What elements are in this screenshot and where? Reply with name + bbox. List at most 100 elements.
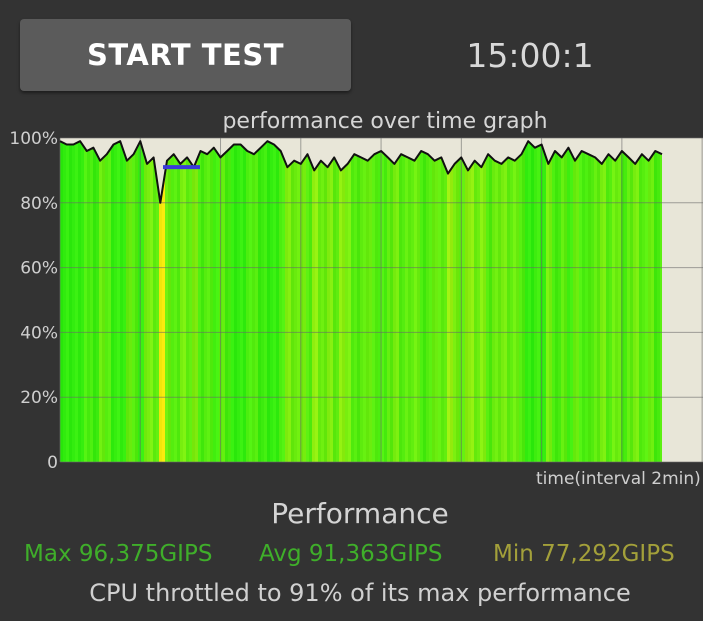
area-stripe <box>252 141 256 462</box>
area-stripe <box>459 141 463 462</box>
area-stripe <box>174 141 178 462</box>
area-stripe <box>411 141 415 462</box>
area-stripe <box>276 141 280 462</box>
area-stripe <box>168 141 172 462</box>
area-stripe <box>372 141 376 462</box>
area-stripe <box>624 141 628 462</box>
test-timer: 15:00:1 <box>466 36 594 75</box>
performance-chart: 100% 80% 60% 40% 20% 0 time(interval 2min) <box>9 129 703 489</box>
area-stripe <box>153 141 157 462</box>
area-stripe <box>69 141 73 462</box>
area-stripe <box>306 141 310 462</box>
area-stripe <box>537 141 541 462</box>
area-stripe <box>483 141 487 462</box>
area-stripe <box>531 141 535 462</box>
area-stripe <box>432 141 436 462</box>
area-stripe <box>357 141 361 462</box>
area-stripe <box>567 141 571 462</box>
area-stripe <box>651 141 655 462</box>
area-stripe <box>111 141 115 462</box>
area-stripe <box>90 141 94 462</box>
area-stripe <box>498 141 502 462</box>
area-stripe <box>633 141 637 462</box>
area-stripe <box>447 141 451 462</box>
area-stripe <box>390 141 394 462</box>
area-stripe <box>543 141 547 462</box>
area-stripe <box>222 141 226 462</box>
area-stripe <box>603 141 607 462</box>
area-stripe <box>396 141 400 462</box>
area-stripe <box>216 141 220 462</box>
area-stripe <box>180 141 184 462</box>
area-stripe <box>513 141 517 462</box>
area-stripe <box>279 141 283 462</box>
area-stripe <box>609 141 613 462</box>
area-stripe <box>501 141 505 462</box>
area-stripe <box>300 141 304 462</box>
area-stripe <box>237 141 241 462</box>
y-tick-label: 100% <box>9 129 58 149</box>
area-stripe <box>462 141 466 462</box>
area-stripe <box>486 141 490 462</box>
area-stripe <box>294 141 298 462</box>
area-stripe <box>657 141 661 462</box>
area-stripe <box>576 141 580 462</box>
area-stripe <box>597 141 601 462</box>
area-stripe <box>606 141 610 462</box>
area-stripe <box>360 141 364 462</box>
area-stripe <box>246 141 250 462</box>
area-stripe <box>480 141 484 462</box>
area-stripe <box>135 141 139 462</box>
area-stripe <box>450 141 454 462</box>
area-stripe <box>384 141 388 462</box>
area-stripe <box>354 141 358 462</box>
area-stripe <box>333 141 337 462</box>
grid-lines <box>59 137 703 463</box>
area-stripe <box>183 141 187 462</box>
area-stripe <box>147 141 151 462</box>
area-stripe <box>387 141 391 462</box>
area-stripe <box>378 141 382 462</box>
area-stripe <box>594 141 598 462</box>
area-stripe <box>636 141 640 462</box>
area-stripe <box>198 141 202 462</box>
y-tick-label: 60% <box>20 259 58 279</box>
area-stripe <box>507 141 511 462</box>
area-stripe <box>189 141 193 462</box>
x-axis-label: time(interval 2min) <box>536 469 701 489</box>
area-stripe <box>585 141 589 462</box>
area-stripe <box>123 141 127 462</box>
area-stripe <box>171 141 175 462</box>
area-stripe <box>273 141 277 462</box>
start-test-button[interactable]: START TEST <box>20 19 351 91</box>
area-stripe <box>234 141 238 462</box>
min-performance: Min 77,292GIPS <box>493 541 675 567</box>
area-stripe <box>207 141 211 462</box>
area-stripe <box>96 141 100 462</box>
area-stripe <box>492 141 496 462</box>
area-stripe <box>534 141 538 462</box>
area-stripe <box>612 141 616 462</box>
area-stripe <box>627 141 631 462</box>
area-stripe <box>591 141 595 462</box>
area-stripe <box>588 141 592 462</box>
area-stripe <box>519 141 523 462</box>
area-stripe <box>192 141 196 462</box>
area-stripe <box>75 141 79 462</box>
area-stripe <box>375 141 379 462</box>
area-stripe <box>363 141 367 462</box>
area-stripe <box>660 141 662 462</box>
area-stripe <box>516 141 520 462</box>
area-stripe <box>249 141 253 462</box>
area-stripe <box>336 141 340 462</box>
area-stripe <box>213 141 217 462</box>
area-stripe <box>504 141 508 462</box>
area-stripe <box>117 141 121 462</box>
area-stripe <box>369 141 373 462</box>
area-stripe <box>579 141 583 462</box>
area-stripe <box>327 141 331 462</box>
area-stripe <box>129 141 133 462</box>
area-stripe <box>312 141 316 462</box>
area-stripe <box>645 141 649 462</box>
area-stripe <box>261 141 265 462</box>
